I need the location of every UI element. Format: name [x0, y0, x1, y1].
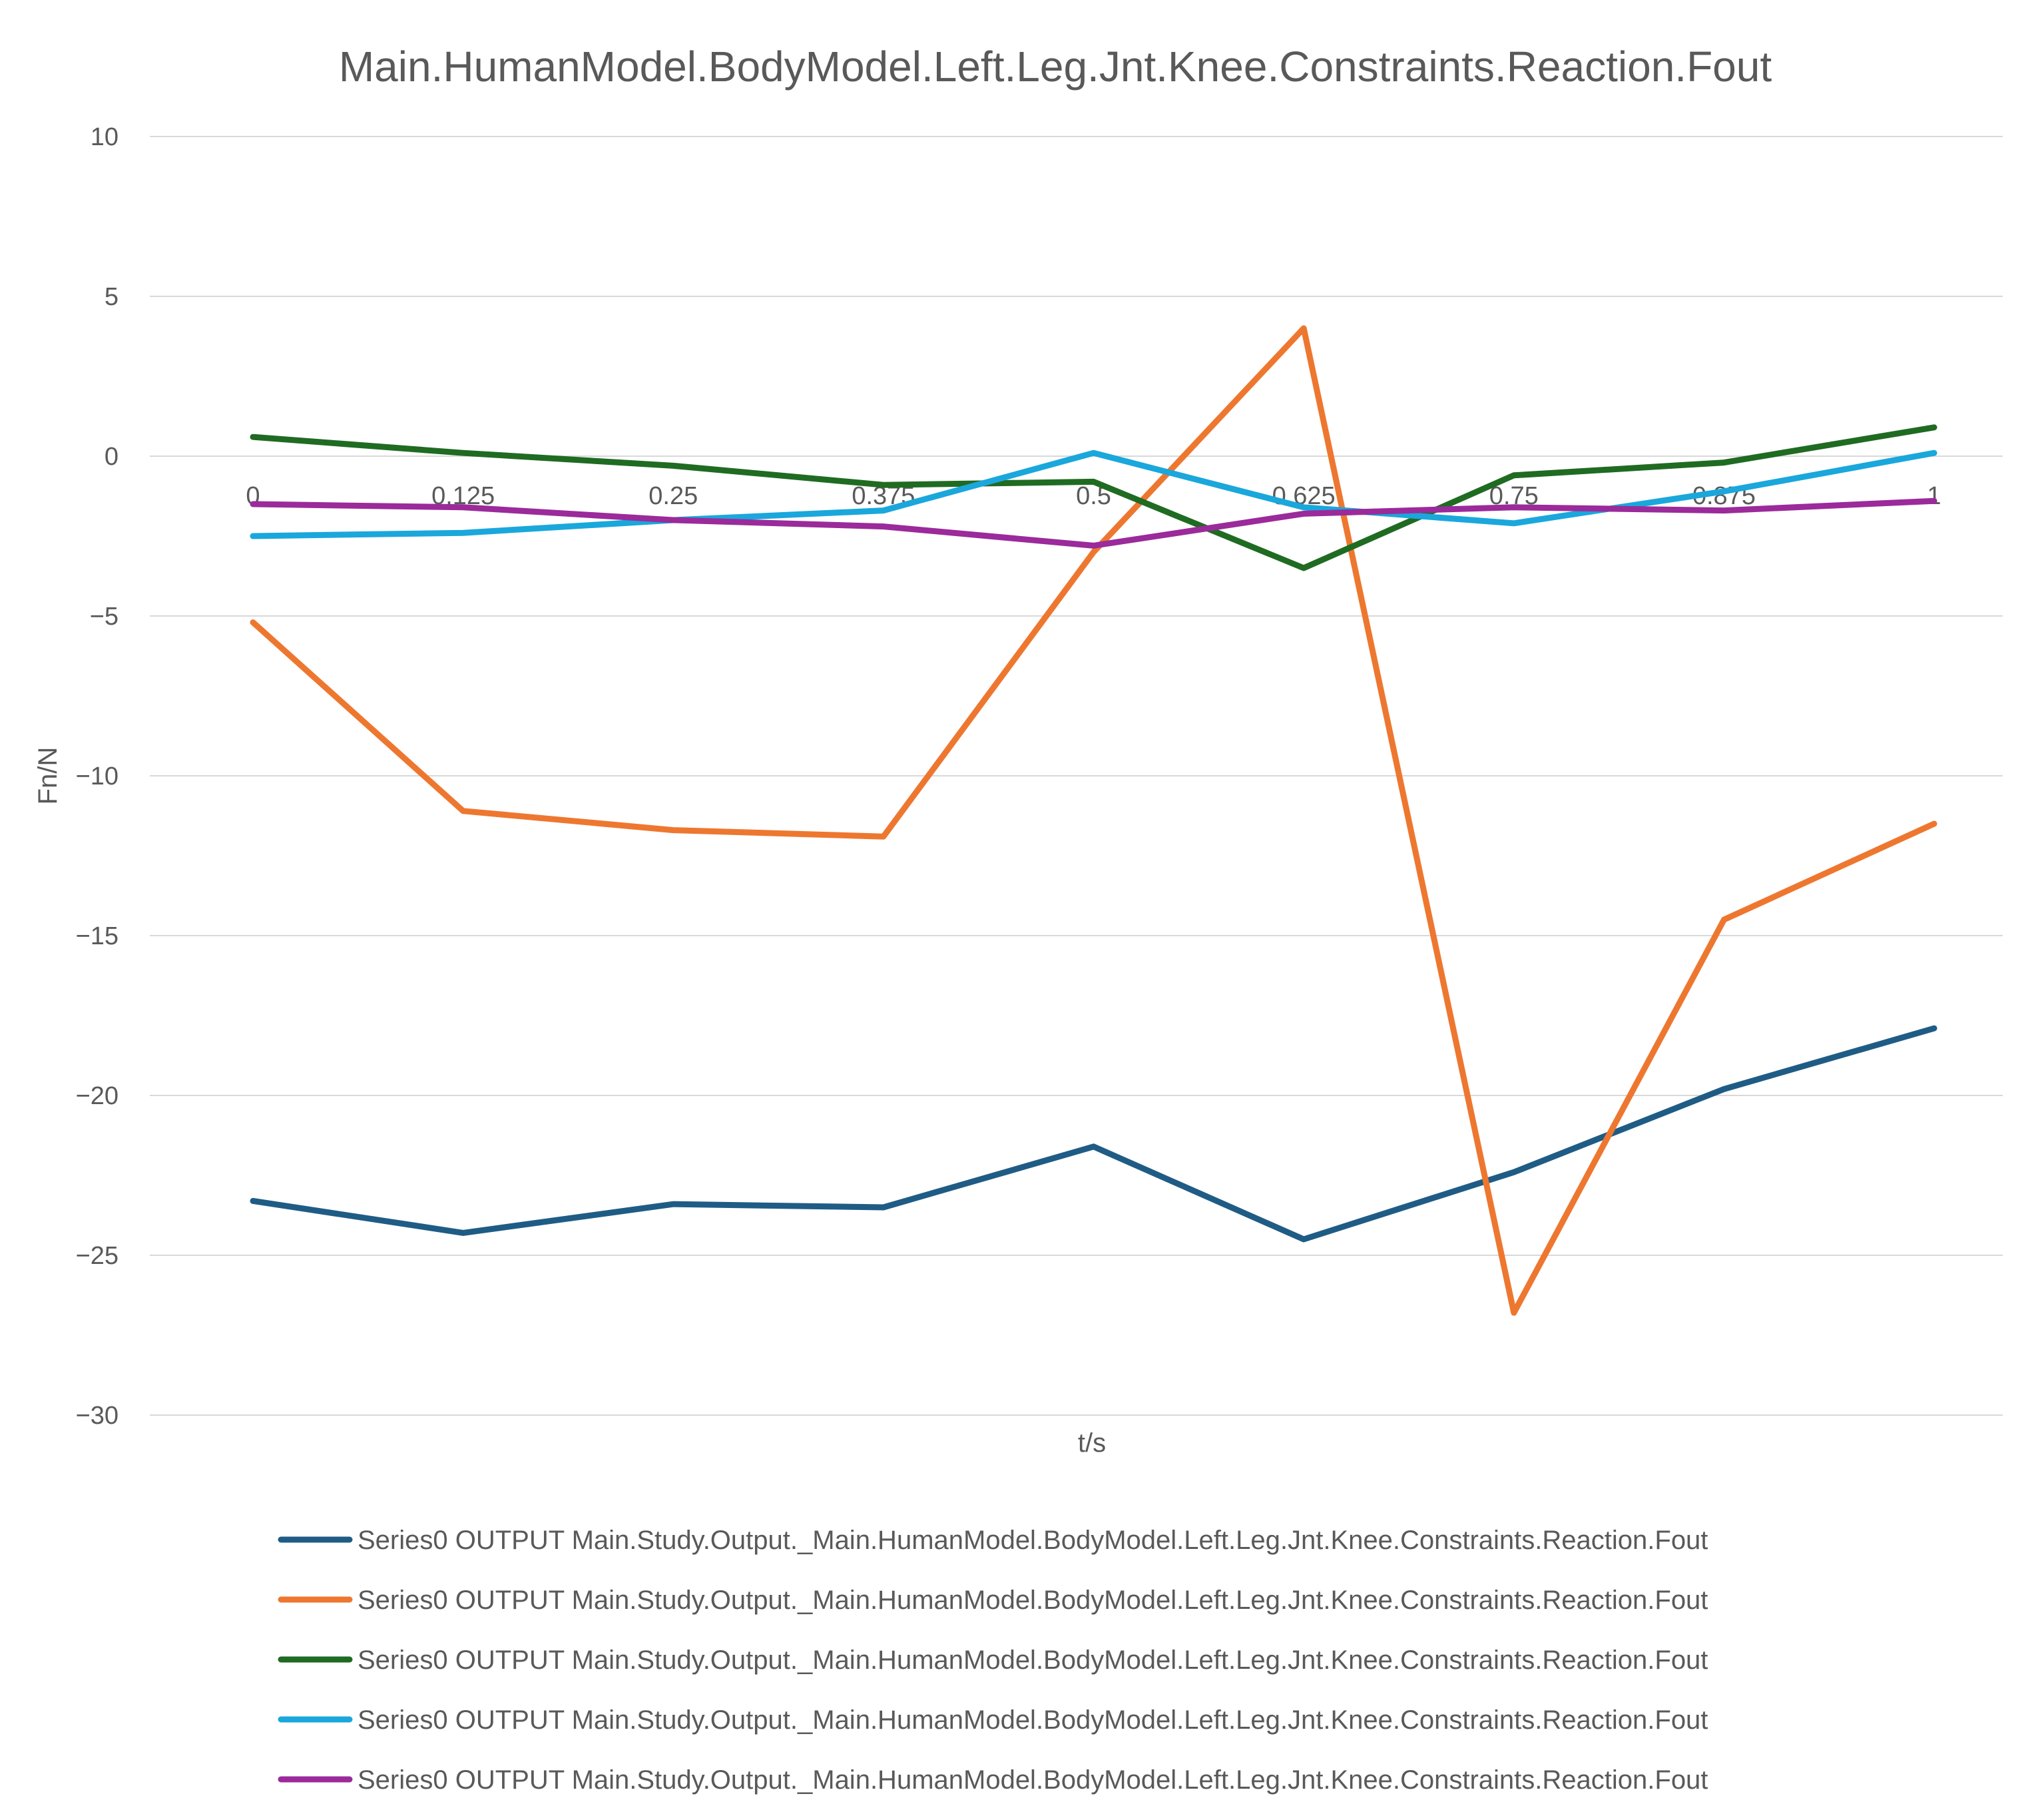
legend-item-1: Series0 OUTPUT Main.Study.Output._Main.H…: [278, 1526, 1708, 1555]
legend-item-2: Series0 OUTPUT Main.Study.Output._Main.H…: [278, 1586, 1708, 1615]
series-line-1: [250, 1025, 1937, 1243]
chart-title: Main.HumanModel.BodyModel.Left.Leg.Jnt.K…: [339, 43, 1772, 91]
y-tick-label: −25: [76, 1242, 119, 1270]
legend-label: Series0 OUTPUT Main.Study.Output._Main.H…: [358, 1586, 1708, 1615]
series-line-5: [250, 497, 1937, 549]
y-tick-labels: 10 5 0 −5 −10 −15 −20 −25 −30: [76, 123, 119, 1430]
x-tick-label: 0.25: [648, 482, 698, 510]
y-tick-label: −30: [76, 1402, 119, 1430]
y-tick-label: 5: [105, 283, 119, 311]
series-line-4: [250, 450, 1937, 539]
legend-label: Series0 OUTPUT Main.Study.Output._Main.H…: [358, 1526, 1708, 1555]
legend-label: Series0 OUTPUT Main.Study.Output._Main.H…: [358, 1646, 1708, 1675]
y-tick-label: 0: [105, 443, 119, 471]
legend-item-4: Series0 OUTPUT Main.Study.Output._Main.H…: [278, 1705, 1708, 1735]
legend-item-5: Series0 OUTPUT Main.Study.Output._Main.H…: [278, 1765, 1708, 1795]
legend: Series0 OUTPUT Main.Study.Output._Main.H…: [278, 1526, 1708, 1795]
legend-item-3: Series0 OUTPUT Main.Study.Output._Main.H…: [278, 1646, 1708, 1675]
y-tick-label: −15: [76, 922, 119, 950]
y-tick-label: −10: [76, 762, 119, 790]
y-tick-label: 10: [91, 123, 119, 151]
y-tick-label: −20: [76, 1082, 119, 1110]
series-line-3: [250, 424, 1937, 571]
series-lines: [250, 325, 1937, 1316]
series-line-2: [250, 325, 1937, 1316]
x-tick-label: 1: [1927, 482, 1941, 510]
x-axis-label: t/s: [1078, 1428, 1106, 1458]
y-axis-label: Fn/N: [33, 747, 63, 805]
y-tick-label: −5: [90, 603, 119, 631]
legend-label: Series0 OUTPUT Main.Study.Output._Main.H…: [358, 1705, 1708, 1735]
legend-label: Series0 OUTPUT Main.Study.Output._Main.H…: [358, 1765, 1708, 1795]
